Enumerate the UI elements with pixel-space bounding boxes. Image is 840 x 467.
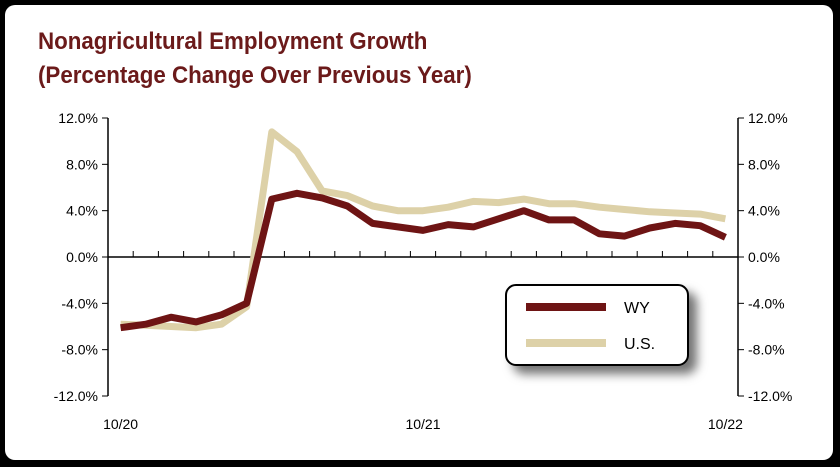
y-tick-label-left: -4.0% <box>61 295 98 311</box>
y-tick-label-right: -8.0% <box>748 342 785 358</box>
y-tick-label-right: -4.0% <box>748 295 785 311</box>
series-line-us <box>120 128 727 332</box>
y-tick-label-right: 8.0% <box>748 156 780 172</box>
y-tick-label-left: 8.0% <box>66 156 98 172</box>
y-tick-label-right: -12.0% <box>748 388 792 404</box>
y-tick-label-left: 12.0% <box>58 110 98 126</box>
chart-title-line-1: Nonagricultural Employment Growth <box>38 28 428 55</box>
x-tick-label: 10/22 <box>708 416 743 432</box>
series-layer <box>120 128 727 332</box>
chart-title: Nonagricultural Employment Growth (Perce… <box>38 25 472 93</box>
series-line-wy <box>120 189 727 332</box>
legend-label-wy: WY <box>624 300 650 317</box>
legend-label-us: U.S. <box>624 336 655 353</box>
y-tick-label-left: 4.0% <box>66 203 98 219</box>
x-tick-label: 10/20 <box>103 416 138 432</box>
legend-box <box>505 284 689 366</box>
chart-legend: WY U.S. <box>505 284 689 366</box>
y-tick-label-left: -12.0% <box>54 388 98 404</box>
chart-title-line-2: (Percentage Change Over Previous Year) <box>38 62 472 89</box>
y-tick-label-right: 4.0% <box>748 203 780 219</box>
x-tick-label: 10/21 <box>405 416 440 432</box>
tick-labels: 12.0% 12.0% 8.0% 8.0% 4.0% 4.0% 0.0% 0.0% -4.0% -… <box>54 110 793 432</box>
y-tick-label-left: 0.0% <box>66 249 98 265</box>
y-tick-label-right: 12.0% <box>748 110 788 126</box>
chart-axes <box>102 117 744 397</box>
y-tick-label-right: 0.0% <box>748 249 780 265</box>
y-tick-label-left: -8.0% <box>61 342 98 358</box>
